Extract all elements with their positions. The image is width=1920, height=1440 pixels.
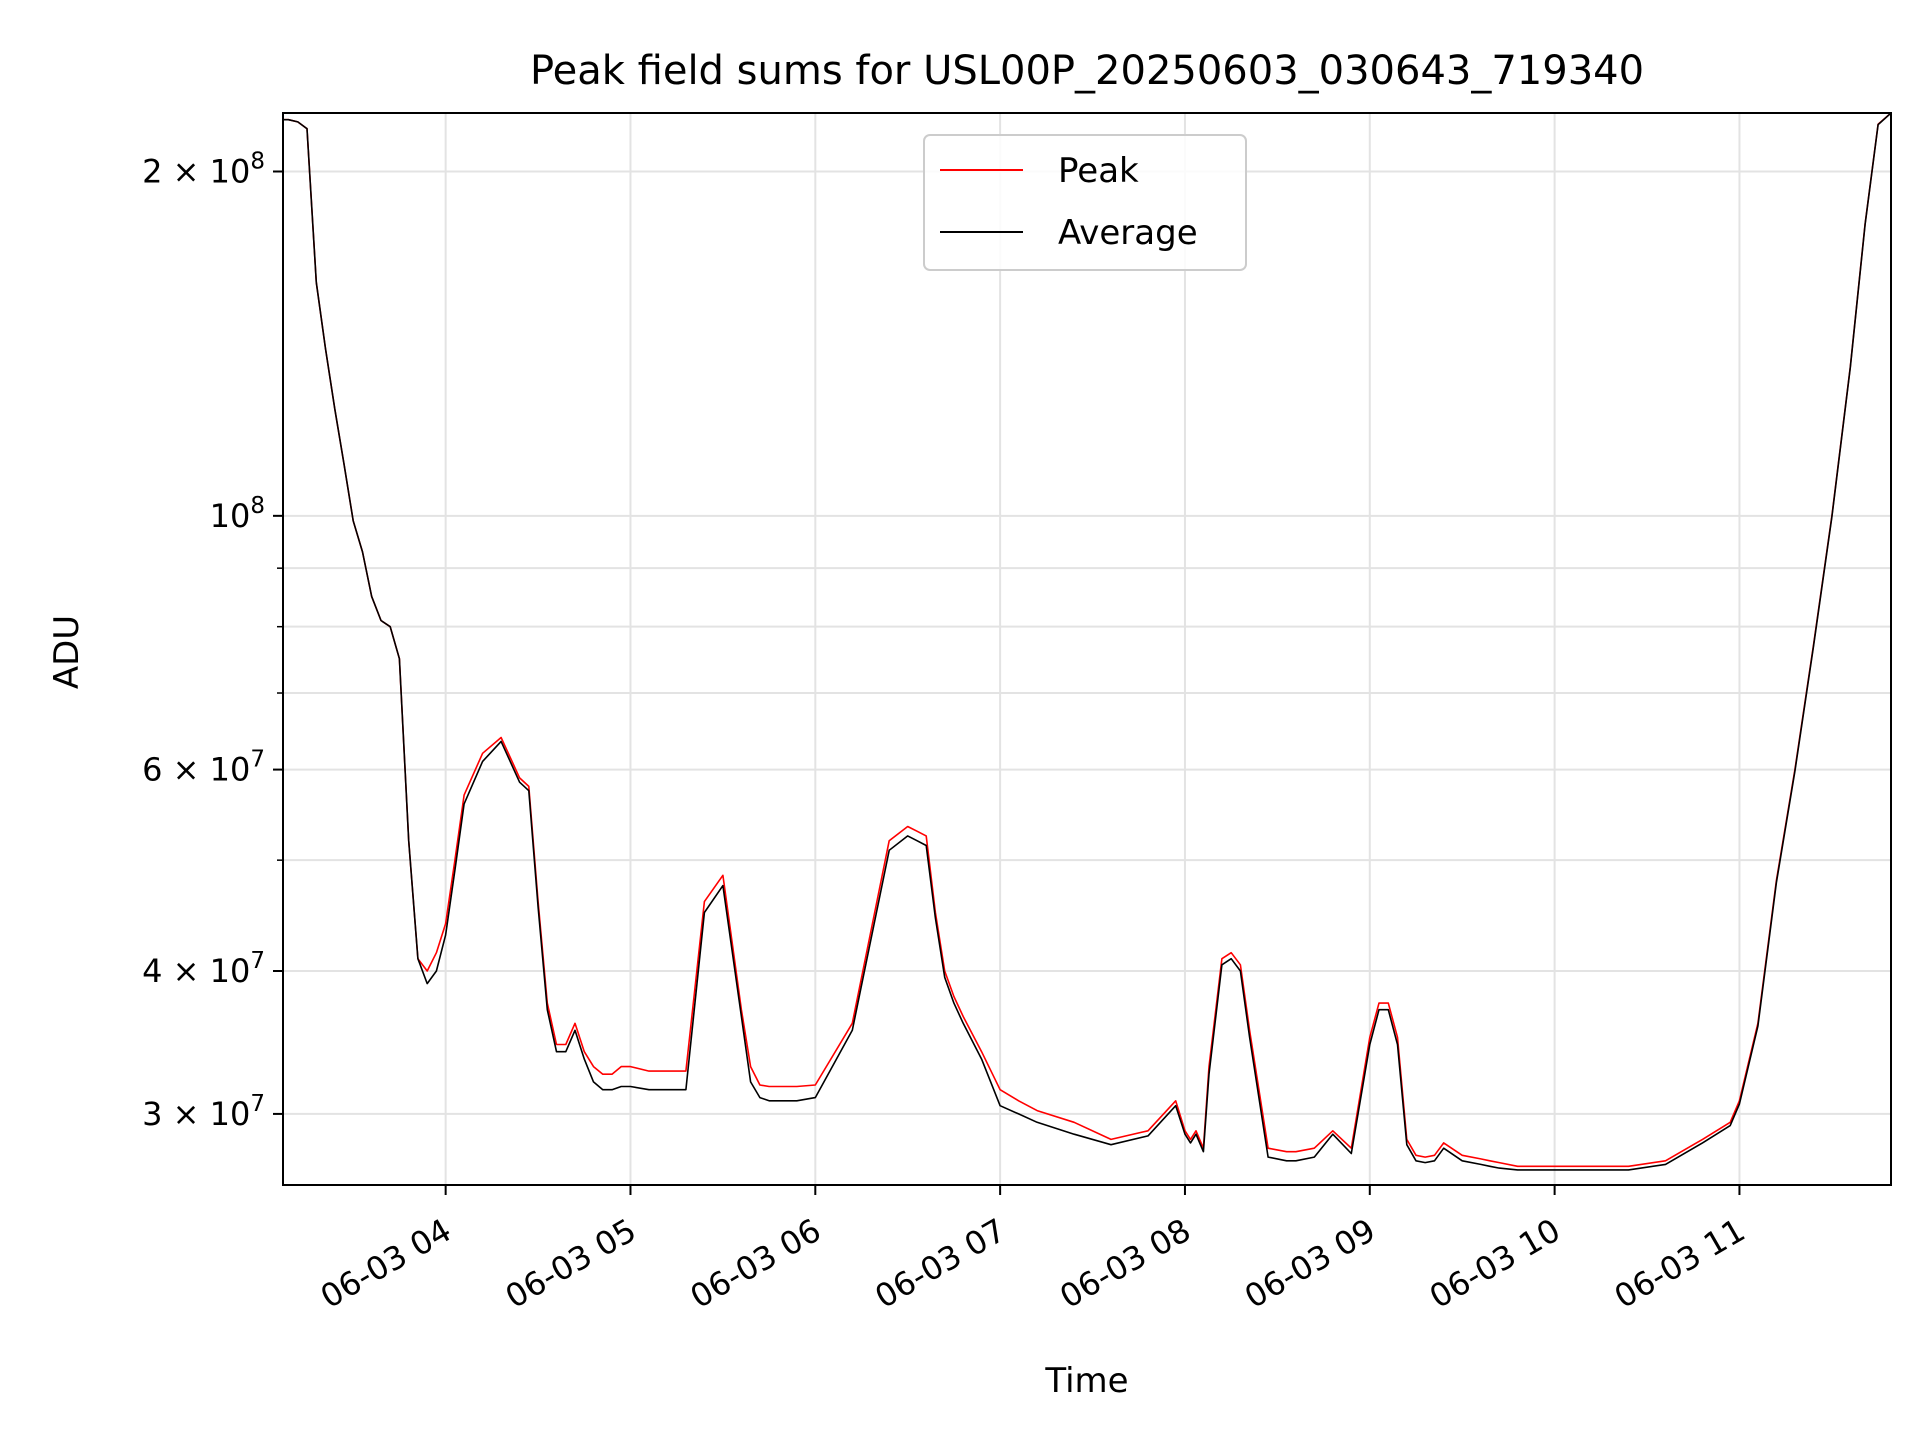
series-line-peak (283, 113, 1891, 1168)
y-axis: 3 × 107 4 × 107 6 × 107 108 2 × 108 (142, 149, 283, 1133)
chart-title: Peak field sums for USL00P_20250603_0306… (530, 48, 1644, 94)
y-tick-label: 6 × 107 (142, 747, 265, 789)
legend-label-average: Average (1058, 213, 1198, 253)
legend: Peak Average (923, 134, 1247, 271)
plot-frame (282, 112, 1892, 1186)
y-tick-label: 2 × 108 (142, 149, 265, 191)
y-axis-label: ADU (47, 615, 87, 689)
y-tick-label: 3 × 107 (142, 1091, 265, 1133)
y-tick-label: 108 (210, 493, 265, 535)
series-line-average (283, 113, 1891, 1171)
grid (283, 113, 1891, 1185)
legend-label-peak: Peak (1058, 151, 1139, 191)
legend-box (923, 134, 1247, 271)
x-axis-label: Time (1044, 1361, 1128, 1401)
plot-area (283, 113, 1891, 1171)
y-tick-label: 4 × 107 (142, 948, 265, 990)
